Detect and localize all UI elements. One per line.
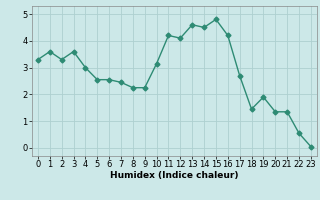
- X-axis label: Humidex (Indice chaleur): Humidex (Indice chaleur): [110, 171, 239, 180]
